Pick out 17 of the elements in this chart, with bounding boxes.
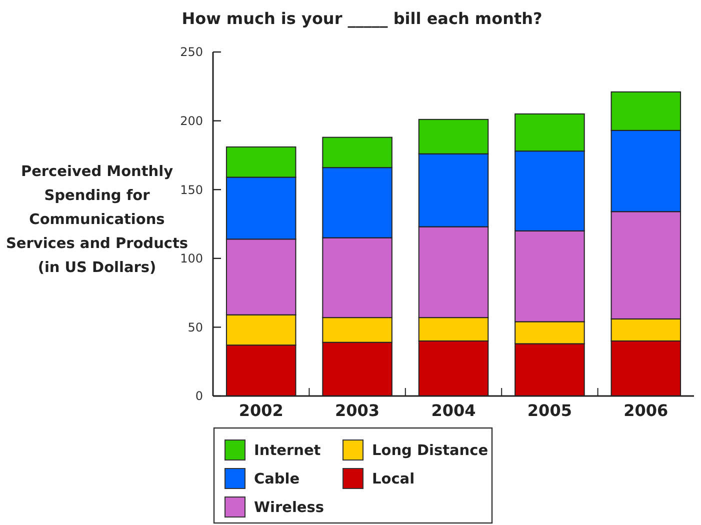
chart-title: How much is your _____ bill each month? [182, 9, 542, 28]
x-tick-label: 2005 [527, 401, 572, 420]
y-tick-label: 200 [180, 114, 203, 128]
legend-label: Wireless [254, 500, 324, 516]
legend-label: Long Distance [372, 443, 488, 460]
x-tick-label: 2006 [624, 401, 668, 420]
x-tick-label: 2003 [335, 401, 380, 420]
legend-label: Local [372, 472, 415, 488]
legend-label: Cable [254, 472, 300, 488]
x-tick-label: 2004 [431, 401, 476, 420]
y-tick-label: 100 [180, 252, 203, 266]
legend-label: Internet [254, 443, 321, 460]
y-tick-label: 250 [180, 45, 203, 60]
y-tick-label: 0 [195, 389, 203, 404]
y-tick-label: 50 [188, 320, 203, 334]
y-tick-label: 150 [180, 182, 203, 197]
x-tick-label: 2002 [238, 401, 284, 420]
